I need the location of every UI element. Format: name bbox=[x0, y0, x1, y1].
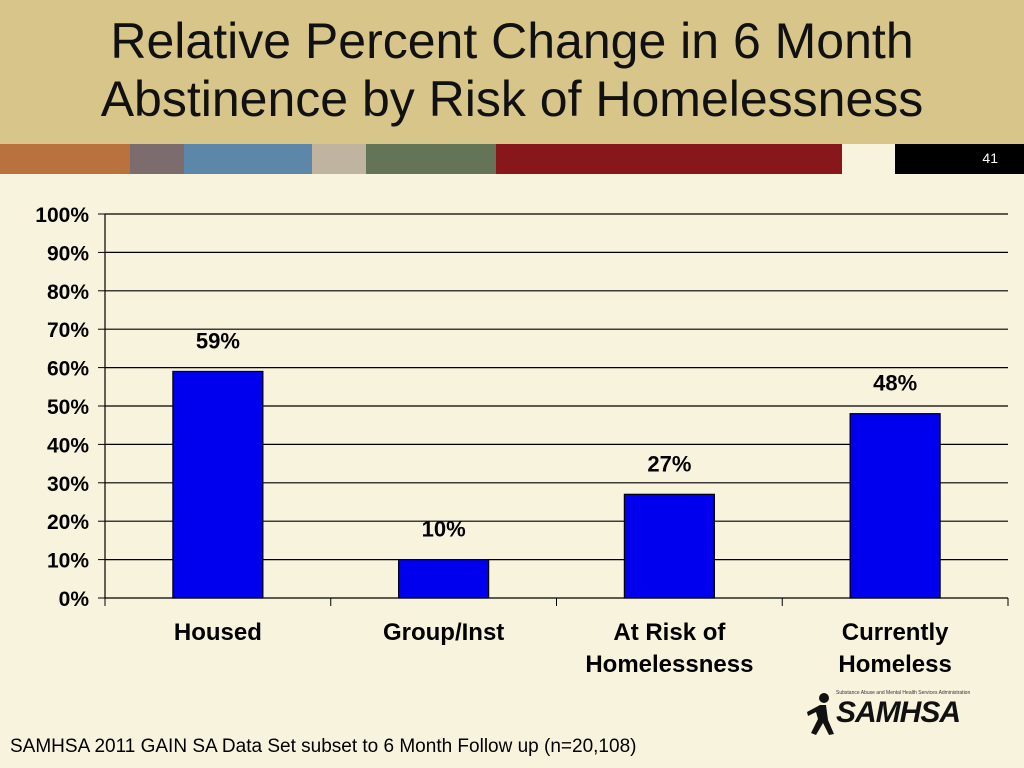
color-stripe bbox=[312, 144, 366, 174]
logo-tagline: Substance Abuse and Mental Health Servic… bbox=[836, 690, 971, 696]
x-category-label: Currently bbox=[842, 619, 949, 646]
slide-number: 41 bbox=[895, 144, 1024, 174]
x-category-label: Homelessness bbox=[585, 651, 753, 678]
y-tick-label: 100% bbox=[35, 204, 89, 227]
y-tick-label: 20% bbox=[47, 511, 89, 534]
color-stripe bbox=[496, 144, 842, 174]
data-label: 10% bbox=[422, 517, 466, 542]
x-category-label: Housed bbox=[174, 619, 262, 646]
bar bbox=[623, 493, 715, 599]
data-label: 59% bbox=[196, 328, 240, 353]
bar bbox=[398, 559, 490, 599]
slide-title: Relative Percent Change in 6 Month Absti… bbox=[0, 12, 1024, 128]
y-tick-label: 50% bbox=[47, 396, 89, 419]
y-tick-label: 60% bbox=[47, 358, 89, 381]
data-label: 27% bbox=[647, 451, 691, 476]
bar bbox=[849, 413, 941, 599]
y-tick-label: 80% bbox=[47, 281, 89, 304]
title-line-2: Abstinence by Risk of Homelessness bbox=[100, 71, 924, 127]
bar-chart: 0% 10% 20% 30% 40% 50% 60% 70% 80% 90% 100% 59% Hous… bbox=[35, 204, 1009, 678]
y-tick-label: 40% bbox=[47, 434, 89, 457]
x-category-label: Homeless bbox=[838, 651, 951, 678]
color-stripe bbox=[184, 144, 312, 174]
title-bar bbox=[0, 0, 1024, 144]
logo-text: SAMHSA bbox=[836, 696, 961, 729]
title-line-1: Relative Percent Change in 6 Month bbox=[110, 13, 914, 69]
y-tick-label: 90% bbox=[47, 242, 89, 265]
y-tick-label: 0% bbox=[59, 588, 90, 611]
color-stripe bbox=[130, 144, 184, 174]
y-tick-label: 10% bbox=[47, 550, 89, 573]
x-category-label: Group/Inst bbox=[383, 619, 504, 646]
y-tick-label: 70% bbox=[47, 319, 89, 342]
data-label: 48% bbox=[873, 371, 917, 396]
person-figure-icon bbox=[807, 693, 834, 735]
color-stripe bbox=[366, 144, 496, 174]
x-category-label: At Risk of bbox=[613, 619, 726, 646]
y-tick-label: 30% bbox=[47, 473, 89, 496]
color-stripe-bar bbox=[0, 144, 1024, 174]
source-footnote: SAMHSA 2011 GAIN SA Data Set subset to 6… bbox=[10, 736, 637, 757]
samhsa-logo: Substance Abuse and Mental Health Servic… bbox=[806, 690, 976, 740]
color-stripe bbox=[0, 144, 130, 174]
bar bbox=[172, 370, 264, 599]
